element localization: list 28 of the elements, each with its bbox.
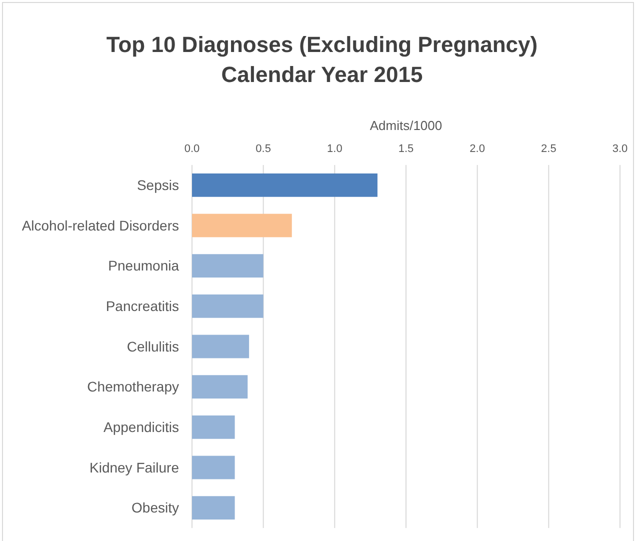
bar — [192, 173, 378, 197]
x-tick-label: 1.5 — [398, 143, 414, 155]
y-tick-label: Alcohol-related Disorders — [22, 217, 179, 234]
x-tick-label: 0.5 — [256, 143, 271, 155]
bar — [192, 214, 292, 238]
x-axis-title: Admits/1000 — [370, 118, 442, 133]
x-tick-label: 1.0 — [327, 143, 342, 155]
bar — [192, 496, 235, 520]
y-tick-label: Chemotherapy — [87, 378, 179, 395]
bar — [192, 334, 250, 358]
x-tick-label: 2.5 — [541, 143, 556, 155]
y-tick-label: Obesity — [132, 500, 179, 516]
x-tick-label: 2.0 — [470, 143, 485, 155]
x-tick-label: 3.0 — [612, 143, 628, 155]
bar — [192, 375, 248, 399]
y-tick-label: Kidney Failure — [90, 459, 180, 476]
bar — [192, 294, 264, 318]
y-tick-label: Sepsis — [136, 177, 179, 194]
x-tick-label: 0.0 — [184, 143, 200, 155]
y-tick-label: Cellulitis — [126, 338, 179, 354]
chart-subtitle: Calendar Year 2015 — [221, 62, 423, 87]
y-tick-label: Pneumonia — [108, 258, 180, 274]
bar — [192, 456, 235, 480]
chart-title: Top 10 Diagnoses (Excluding Pregnancy) — [106, 32, 538, 57]
bar — [192, 415, 235, 439]
y-tick-label: Pancreatitis — [106, 298, 179, 314]
y-tick-label: Appendicitis — [104, 419, 179, 436]
bar — [192, 254, 264, 278]
